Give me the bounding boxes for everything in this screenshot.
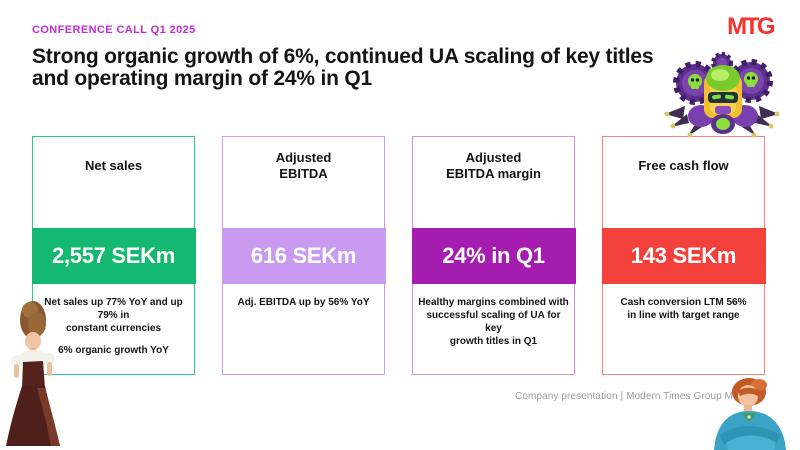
kpi-card-title: Net sales bbox=[84, 158, 143, 173]
eyebrow-label: CONFERENCE CALL Q1 2025 bbox=[32, 24, 196, 36]
kpi-card-body: Cash conversion LTM 56% in line with tar… bbox=[603, 284, 764, 331]
kpi-value: 2,557 SEKm bbox=[52, 242, 175, 268]
kpi-card-adjusted-ebitda: Adjusted EBITDA 616 SEKm Adj. EBITDA up … bbox=[221, 136, 386, 375]
kpi-card-title: Free cash flow bbox=[638, 158, 729, 173]
kpi-card-body: Healthy margins combined with successful… bbox=[413, 284, 574, 357]
kpi-card-body: Net sales up 77% YoY and up 79% in const… bbox=[33, 284, 194, 366]
kpi-card-net-sales: Net sales 2,557 SEKm Net sales up 77% Yo… bbox=[31, 136, 196, 375]
kpi-value-band: 2,557 SEKm bbox=[31, 227, 196, 284]
kpi-note: Cash conversion LTM 56% in line with tar… bbox=[620, 296, 747, 321]
kpi-value-band: 24% in Q1 bbox=[411, 227, 576, 284]
kpi-note: Adj. EBITDA up by 56% YoY bbox=[237, 296, 370, 308]
kpi-value: 143 SEKm bbox=[630, 242, 737, 268]
kpi-note: 6% organic growth YoY bbox=[58, 344, 169, 356]
victorian-lady-illustration bbox=[6, 301, 60, 446]
kpi-note: Net sales up 77% YoY and up 79% in const… bbox=[44, 296, 183, 334]
kpi-value: 616 SEKm bbox=[250, 242, 357, 268]
redhead-woman-illustration bbox=[714, 378, 786, 450]
kpi-card-title: Adjusted EBITDA margin bbox=[446, 150, 541, 181]
slide-title: Strong organic growth of 6%, continued U… bbox=[32, 45, 654, 90]
kpi-value: 24% in Q1 bbox=[442, 242, 545, 268]
footer-source-text: Company presentation | Modern Times Grou… bbox=[515, 391, 748, 402]
kpi-card-free-cash-flow: Free cash flow 143 SEKm Cash conversion … bbox=[601, 136, 766, 375]
kpi-value-band: 143 SEKm bbox=[601, 227, 766, 284]
boss-robot-illustration bbox=[664, 52, 780, 138]
kpi-card-ebitda-margin: Adjusted EBITDA margin 24% in Q1 Healthy… bbox=[411, 136, 576, 375]
kpi-card-title: Adjusted EBITDA bbox=[275, 150, 332, 181]
kpi-value-band: 616 SEKm bbox=[221, 227, 386, 284]
kpi-card-body: Adj. EBITDA up by 56% YoY bbox=[223, 284, 384, 318]
kpi-note: Healthy margins combined with successful… bbox=[418, 296, 569, 347]
mtg-logo: MTG bbox=[727, 12, 775, 41]
